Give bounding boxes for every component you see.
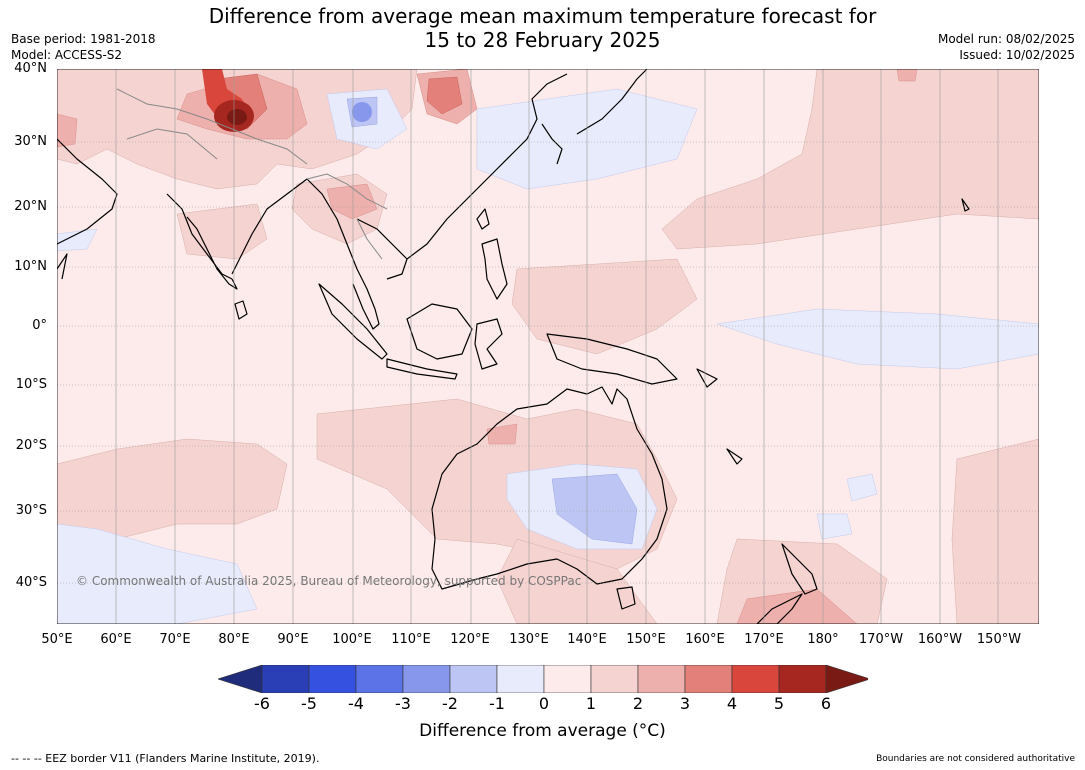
colorbar-tick-label: 0 — [538, 694, 550, 713]
colorbar-tick-label: 6 — [820, 694, 832, 713]
country-borders — [116, 88, 388, 260]
lon-label: 170°E — [744, 632, 784, 647]
colorbar-band — [778, 665, 827, 693]
colorbar-tick-label: 4 — [726, 694, 738, 713]
colorbar-band — [543, 665, 592, 693]
colorbar-tick-label: 5 — [773, 694, 785, 713]
copyright-text: © Commonwealth of Australia 2025, Bureau… — [76, 574, 582, 588]
lon-label: 80°E — [218, 632, 250, 647]
lon-label: 170°W — [858, 632, 904, 647]
lon-label: 60°E — [100, 632, 132, 647]
map-title: Difference from average mean maximum tem… — [0, 4, 1085, 52]
lat-label: 40°S — [15, 575, 47, 590]
colorbar-tick-label: 2 — [632, 694, 644, 713]
lon-label: 100°E — [332, 632, 372, 647]
lat-label: 30°N — [14, 134, 47, 149]
colorbar-band — [684, 665, 733, 693]
colorbar-band — [731, 665, 780, 693]
graticule — [57, 69, 1039, 624]
colorbar-tick-label: -6 — [254, 694, 270, 713]
colorbar-extend-low — [218, 665, 263, 693]
anomaly-band-minus3-to-minus2 — [352, 102, 372, 122]
forecast-map — [57, 69, 1039, 624]
lat-label: 10°N — [14, 259, 47, 274]
base-period-text: Base period: 1981-2018 — [11, 32, 156, 46]
colorbar-band — [402, 665, 451, 693]
lon-label: 160°E — [685, 632, 725, 647]
lon-label: 130°E — [509, 632, 549, 647]
lon-label: 70°E — [159, 632, 191, 647]
colorbar-tick-label: -4 — [348, 694, 364, 713]
colorbar-band — [449, 665, 498, 693]
title-line-2: 15 to 28 February 2025 — [424, 28, 661, 52]
lon-label: 110°E — [391, 632, 431, 647]
lon-label: 150°W — [976, 632, 1022, 647]
colorbar-band — [308, 665, 357, 693]
lat-label: 40°N — [14, 61, 47, 76]
lon-label: 90°E — [277, 632, 309, 647]
boundaries-disclaimer: Boundaries are not considered authoritat… — [876, 754, 1075, 764]
model-text: Model: ACCESS-S2 — [11, 48, 123, 62]
colorbar-extend-high — [825, 665, 868, 693]
colorbar-band — [496, 665, 545, 693]
lat-label: 20°N — [14, 199, 47, 214]
meta-right: Model run: 08/02/2025 Issued: 10/02/2025 — [938, 31, 1075, 63]
eez-border-note: -- -- -- EEZ border V11 (Flanders Marine… — [11, 752, 320, 765]
colorbar — [218, 665, 868, 693]
coastlines — [57, 69, 970, 624]
lon-label: 140°E — [567, 632, 607, 647]
colorbar-tick-label: 3 — [679, 694, 691, 713]
colorbar-band — [590, 665, 639, 693]
model-run-text: Model run: 08/02/2025 — [937, 32, 1075, 46]
issued-text: Issued: 10/02/2025 — [959, 48, 1075, 62]
lat-label: 30°S — [15, 503, 47, 518]
colorbar-band — [637, 665, 686, 693]
colorbar-band — [355, 665, 404, 693]
title-line-1: Difference from average mean maximum tem… — [208, 4, 877, 28]
meta-left: Base period: 1981-2018 Model: ACCESS-S2 — [11, 31, 156, 63]
colorbar-tick-label: -1 — [489, 694, 505, 713]
colorbar-tick-label: -5 — [301, 694, 317, 713]
lon-label: 50°E — [41, 632, 73, 647]
lon-label: 120°E — [450, 632, 490, 647]
lat-label: 20°S — [15, 438, 47, 453]
colorbar-label: Difference from average (°C) — [419, 721, 666, 741]
colorbar-tick-label: -2 — [442, 694, 458, 713]
lon-label: 180° — [807, 632, 839, 647]
lat-label: 10°S — [15, 377, 47, 392]
colorbar-band — [261, 665, 310, 693]
colorbar-tick-label: 1 — [585, 694, 597, 713]
colorbar-tick-label: -3 — [395, 694, 411, 713]
lon-label: 160°W — [917, 632, 963, 647]
lat-label: 0° — [32, 318, 47, 333]
lon-label: 150°E — [626, 632, 666, 647]
